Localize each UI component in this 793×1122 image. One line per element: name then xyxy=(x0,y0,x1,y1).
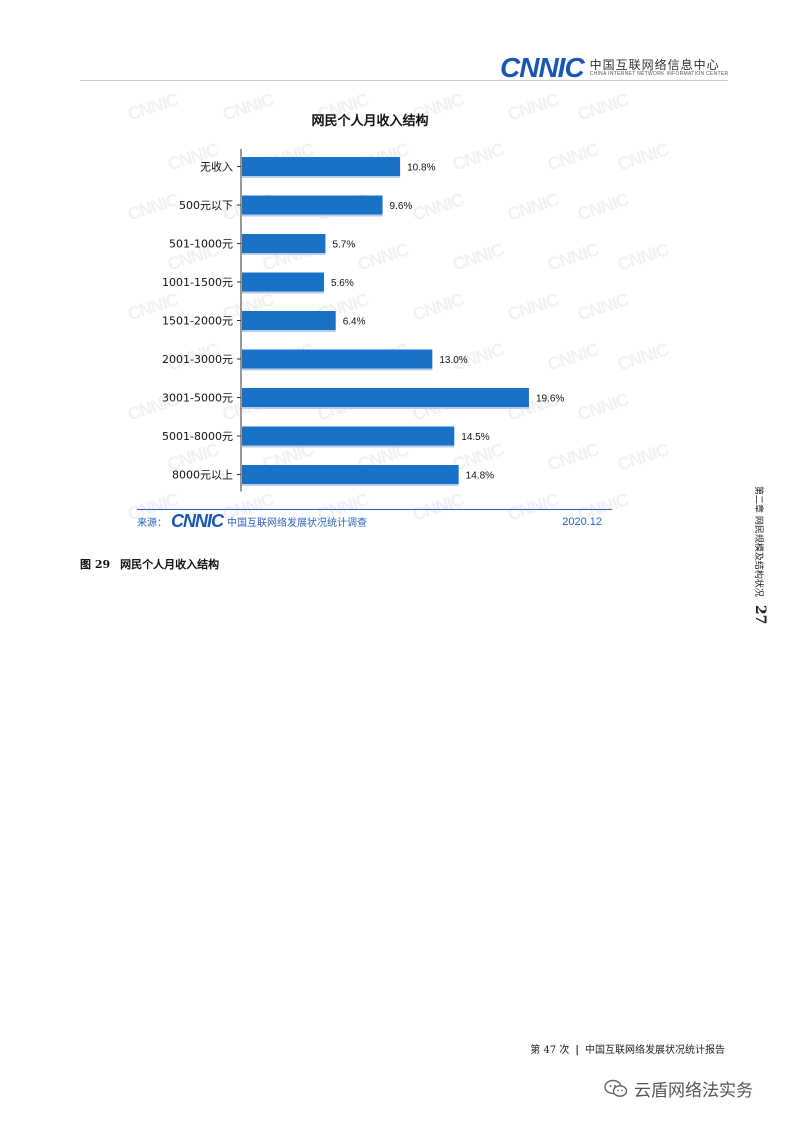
figure-title: 网民个人月收入结构 xyxy=(120,558,220,571)
bar-shadow xyxy=(242,330,336,332)
bar xyxy=(242,349,433,369)
bar-shadow xyxy=(242,407,529,409)
value-label: 10.8% xyxy=(407,163,435,174)
category-label: 2001-3000元 xyxy=(162,353,233,366)
page-footer: 第 47 次 | 中国互联网络发展状况统计报告 xyxy=(530,1041,725,1056)
category-label: 5001-8000元 xyxy=(162,430,233,443)
chart-title: 网民个人月收入结构 xyxy=(311,114,429,129)
bar xyxy=(242,195,383,215)
bar xyxy=(242,234,326,253)
org-name-cn: 中国互联网络信息中心 xyxy=(589,58,720,73)
category-label: 1001-1500元 xyxy=(162,276,233,289)
footer-report: 中国互联网络发展状况统计报告 xyxy=(585,1045,725,1056)
source-line: 来源： CNNIC 中国互联网络发展状况统计调查 2020.12 xyxy=(137,511,602,532)
value-label: 19.6% xyxy=(536,394,564,405)
bar-shadow xyxy=(242,484,459,486)
header-logo: CNNIC 中国互联网络信息中心 CHINA INTERNET NETWORK … xyxy=(500,52,728,84)
bar-shadow xyxy=(242,291,324,294)
source-prefix: 来源： xyxy=(137,518,167,529)
footer-edition: 第 47 次 xyxy=(530,1045,570,1056)
wechat-icon xyxy=(604,1079,628,1097)
category-label: 500元以下 xyxy=(179,199,233,212)
bar-shadow xyxy=(242,253,326,255)
header-divider xyxy=(80,80,728,81)
bar-shadow xyxy=(242,368,433,371)
category-label: 501-1000元 xyxy=(169,238,233,251)
bar-chart: 无收入 10.8% 500元以下 9.6% 501-1000元 5.7% 1001-1500… xyxy=(162,149,564,492)
value-label: 14.5% xyxy=(461,432,489,443)
bar xyxy=(242,157,401,176)
value-label: 14.8% xyxy=(466,471,494,482)
bar-shadow xyxy=(242,214,383,217)
bar xyxy=(242,272,324,292)
chapter-side-text: 第二章 网民规模及结构状况 27 xyxy=(752,486,768,624)
category-label: 3001-5000元 xyxy=(162,392,233,405)
chapter-side-tab: 第二章 网民规模及结构状况 27 xyxy=(748,486,768,646)
chart-panel: CNNIC CNNIC CNNIC CNNIC CNNIC CNNIC CNNIC CNNIC… xyxy=(125,89,671,537)
footer-separator: | xyxy=(575,1045,579,1056)
wechat-account: 云盾网络法实务 xyxy=(604,1076,753,1101)
value-label: 9.6% xyxy=(390,201,413,212)
cnnic-logo: CNNIC xyxy=(500,52,585,83)
category-label: 8000元以上 xyxy=(172,469,233,482)
bar xyxy=(242,465,459,484)
source-divider xyxy=(137,509,612,510)
figure-number: 图 29 xyxy=(80,558,111,571)
value-label: 5.6% xyxy=(331,278,354,289)
source-logo: CNNIC xyxy=(171,511,224,531)
watermark-logo: CNNIC xyxy=(615,239,671,275)
bar xyxy=(242,426,455,446)
org-name-block: 中国互联网络信息中心 CHINA INTERNET NETWORK INFORM… xyxy=(590,59,729,77)
wechat-account-name: 云盾网络法实务 xyxy=(634,1081,753,1101)
bar-shadow xyxy=(242,445,455,448)
category-label: 无收入 xyxy=(200,160,233,174)
category-label: 1501-2000元 xyxy=(162,315,233,328)
chapter-title: 第二章 网民规模及结构状况 xyxy=(753,486,763,597)
org-name-en: CHINA INTERNET NETWORK INFORMATION CENTE… xyxy=(589,70,729,77)
bar xyxy=(242,388,529,407)
figure-caption: 图 29 网民个人月收入结构 xyxy=(80,556,229,572)
value-label: 5.7% xyxy=(332,240,355,251)
value-label: 13.0% xyxy=(439,355,467,366)
watermark-logo: CNNIC xyxy=(615,339,671,375)
page-number: 27 xyxy=(752,604,768,625)
watermark-logo: CNNIC xyxy=(615,439,671,475)
value-label: 6.4% xyxy=(343,317,366,328)
bar xyxy=(242,311,336,330)
bar-shadow xyxy=(242,176,401,178)
watermark-logo: CNNIC xyxy=(615,139,671,175)
source-date: 2020.12 xyxy=(562,515,602,528)
source-text: 中国互联网络发展状况统计调查 xyxy=(227,518,367,529)
